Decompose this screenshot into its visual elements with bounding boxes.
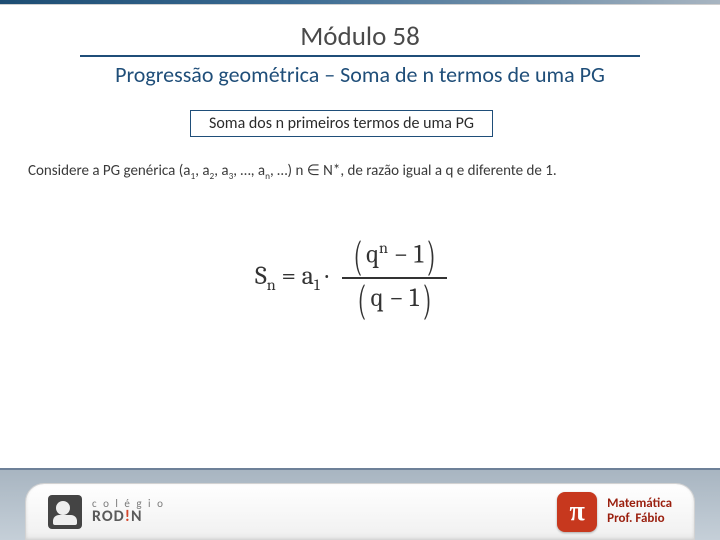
body-paragraph: Considere a PG genérica (a1, a2, a3, …, … — [28, 162, 690, 183]
section-label: Soma dos n primeiros termos de uma PG — [209, 114, 474, 133]
pi-icon: π — [557, 492, 597, 532]
formula: Sn = a1 · (qn − 1) (q − 1) — [255, 235, 455, 321]
school-logo: c o l é g i o ROD!N — [48, 495, 165, 529]
header: Módulo 58 Progressão geométrica – Soma d… — [0, 20, 720, 88]
topic-subtitle: Progressão geométrica – Soma de n termos… — [0, 61, 720, 88]
subject-badge-group: π Matemática Prof. Fábio — [557, 492, 672, 532]
title-underline — [80, 55, 640, 57]
footer-panel: c o l é g i o ROD!N π Matemática Prof. F… — [26, 484, 694, 540]
subject-text: Matemática Prof. Fábio — [607, 497, 672, 527]
school-brand: ROD!N — [92, 509, 165, 526]
module-title: Módulo 58 — [0, 20, 720, 53]
top-accent-bar — [0, 0, 720, 8]
section-label-box: Soma dos n primeiros termos de uma PG — [190, 110, 493, 137]
footer-bar: c o l é g i o ROD!N π Matemática Prof. F… — [0, 468, 720, 540]
slide: Módulo 58 Progressão geométrica – Soma d… — [0, 0, 720, 540]
top-accent-line — [0, 0, 720, 5]
rodin-thinker-icon — [48, 495, 82, 529]
